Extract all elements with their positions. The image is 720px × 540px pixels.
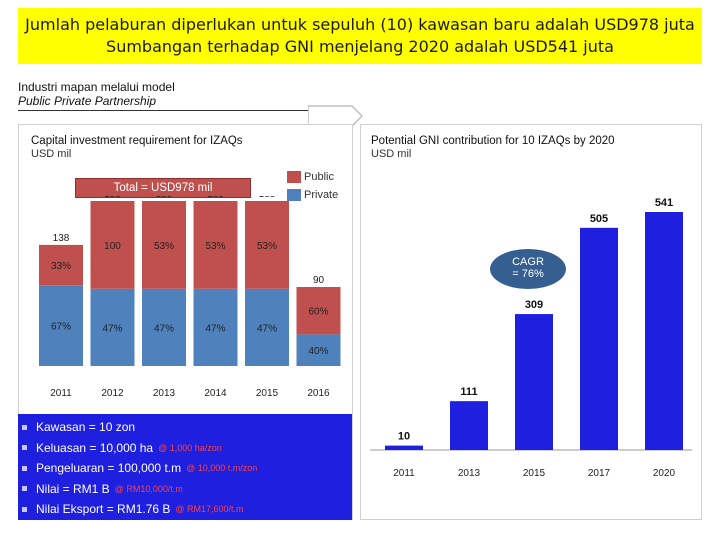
bullet-marker	[22, 424, 27, 430]
bar-private	[245, 288, 289, 366]
total-badge: Total = USD978 mil	[75, 178, 251, 198]
header-banner: Jumlah pelaburan diperlukan untuk sepulu…	[18, 8, 702, 64]
x-tick-label: 2011	[50, 388, 72, 399]
bar-private	[142, 288, 186, 366]
gni-chart-title: Potential GNI contribution for 10 IZAQs …	[371, 135, 615, 147]
intro-line-2: Public Private Partnership	[18, 94, 157, 108]
gni-value-label: 10	[398, 431, 410, 443]
legend-private-label: Private	[304, 189, 339, 201]
summary-main: Kawasan = 10 zon	[36, 420, 136, 435]
legend-private-swatch	[287, 189, 301, 201]
gni-value-label: 505	[590, 213, 608, 225]
x-tick-label: 2020	[653, 468, 676, 479]
header-line-1: Jumlah pelaburan diperlukan untuk sepulu…	[25, 15, 695, 34]
total-label: Total = USD978 mil	[113, 182, 213, 194]
arrow-shape	[308, 105, 364, 127]
private-share-label: 40%	[308, 346, 328, 357]
intro-line-1: Industri mapan melalui model	[18, 80, 175, 94]
private-share-label: 47%	[205, 323, 225, 334]
x-tick-label: 2017	[588, 468, 611, 479]
cagr-label: CAGR	[512, 256, 544, 268]
x-tick-label: 2014	[204, 388, 227, 399]
summary-main: Pengeluaran = 100,000 t.m	[36, 461, 182, 476]
investment-chart-title: Capital investment requirement for IZAQs	[31, 135, 243, 147]
bullet-marker	[22, 445, 27, 451]
gni-bar	[580, 227, 618, 450]
bar-public	[142, 201, 186, 289]
public-share-label: 53%	[257, 241, 277, 252]
summary-main: Keluasan = 10,000 ha	[36, 440, 154, 455]
gni-value-label: 309	[525, 299, 543, 311]
summary-note: @ RM10,000/t.m	[114, 483, 183, 494]
total-value-label: 188	[156, 196, 173, 200]
header-line-2: Sumbangan terhadap GNI menjelang 2020 ad…	[106, 37, 614, 56]
x-tick-label: 2015	[523, 468, 546, 479]
gni-value-label: 111	[460, 386, 477, 398]
bar-private	[39, 285, 83, 366]
bar-public	[296, 287, 341, 335]
bar-public	[39, 244, 83, 286]
public-share-label: 53%	[154, 241, 174, 252]
summary-box: Kawasan = 10 zon Keluasan = 10,000 ha @ 1…	[18, 414, 352, 520]
private-share-label: 47%	[102, 323, 122, 334]
summary-main: Nilai = RM1 B	[36, 481, 110, 496]
public-share-label: 60%	[308, 307, 328, 318]
total-value-label: 188	[104, 196, 121, 200]
summary-main: Nilai Eksport = RM1.76 B	[36, 502, 171, 517]
private-share-label: 47%	[154, 323, 174, 334]
total-value-label: 138	[53, 233, 70, 244]
public-share-label: 33%	[51, 261, 71, 272]
gni-chart-unit: USD mil	[371, 148, 412, 160]
x-tick-label: 2012	[101, 388, 124, 399]
summary-note: @ 1,000 ha/zon	[158, 442, 222, 453]
public-share-label: 100	[104, 241, 121, 252]
x-tick-label: 2013	[153, 388, 176, 399]
investment-chart: 67% 33% 138 2011 47% 100 188 2012 47% 53% 188 2013 4…	[39, 196, 341, 399]
private-share-label: 67%	[51, 322, 71, 333]
total-value-label: 90	[313, 275, 325, 286]
public-share-label: 53%	[205, 241, 225, 252]
x-tick-label: 2011	[393, 468, 415, 479]
cagr-value: = 76%	[512, 268, 544, 280]
intro-text: Industri mapan melalui model Public Priv…	[18, 80, 175, 108]
bar-private	[193, 288, 238, 366]
bar-private	[90, 288, 135, 366]
legend-public-swatch	[287, 171, 301, 183]
bar-public	[90, 201, 135, 289]
gni-bar	[450, 401, 488, 450]
summary-item: Pengeluaran = 100,000 t.m @ 10,000 t.m/zo…	[22, 458, 352, 479]
bar-private	[296, 334, 341, 366]
summary-note: @ RM17,600/t.m	[175, 504, 244, 515]
x-tick-label: 2016	[307, 388, 330, 399]
summary-item: Keluasan = 10,000 ha @ 1,000 ha/zon	[22, 438, 352, 459]
x-tick-label: 2013	[458, 468, 481, 479]
bullet-marker	[22, 486, 27, 492]
summary-item: Nilai Eksport = RM1.76 B @ RM17,600/t.m	[22, 499, 352, 520]
gni-chart: 10 2011 111 2013 309 2015 505 2017 541 2020	[370, 197, 692, 479]
total-value-label: 188	[259, 196, 276, 200]
bar-public	[245, 201, 289, 289]
gni-bar	[515, 314, 553, 450]
legend-public-label: Public	[304, 171, 334, 183]
investment-chart-unit: USD mil	[31, 148, 72, 160]
private-share-label: 47%	[257, 323, 277, 334]
gni-bar	[645, 212, 683, 450]
summary-item: Nilai = RM1 B @ RM10,000/t.m	[22, 479, 352, 500]
x-tick-label: 2015	[256, 388, 279, 399]
gni-value-label: 541	[655, 197, 673, 209]
gni-bar	[385, 445, 423, 450]
intro-divider	[18, 110, 318, 111]
bullet-marker	[22, 506, 27, 512]
bar-public	[193, 201, 238, 289]
total-value-label: 188	[207, 196, 224, 200]
bullet-marker	[22, 465, 27, 471]
summary-note: @ 10,000 t.m/zon	[186, 463, 258, 474]
summary-item: Kawasan = 10 zon	[22, 417, 352, 438]
cagr-ellipse: CAGR = 76%	[490, 249, 566, 289]
